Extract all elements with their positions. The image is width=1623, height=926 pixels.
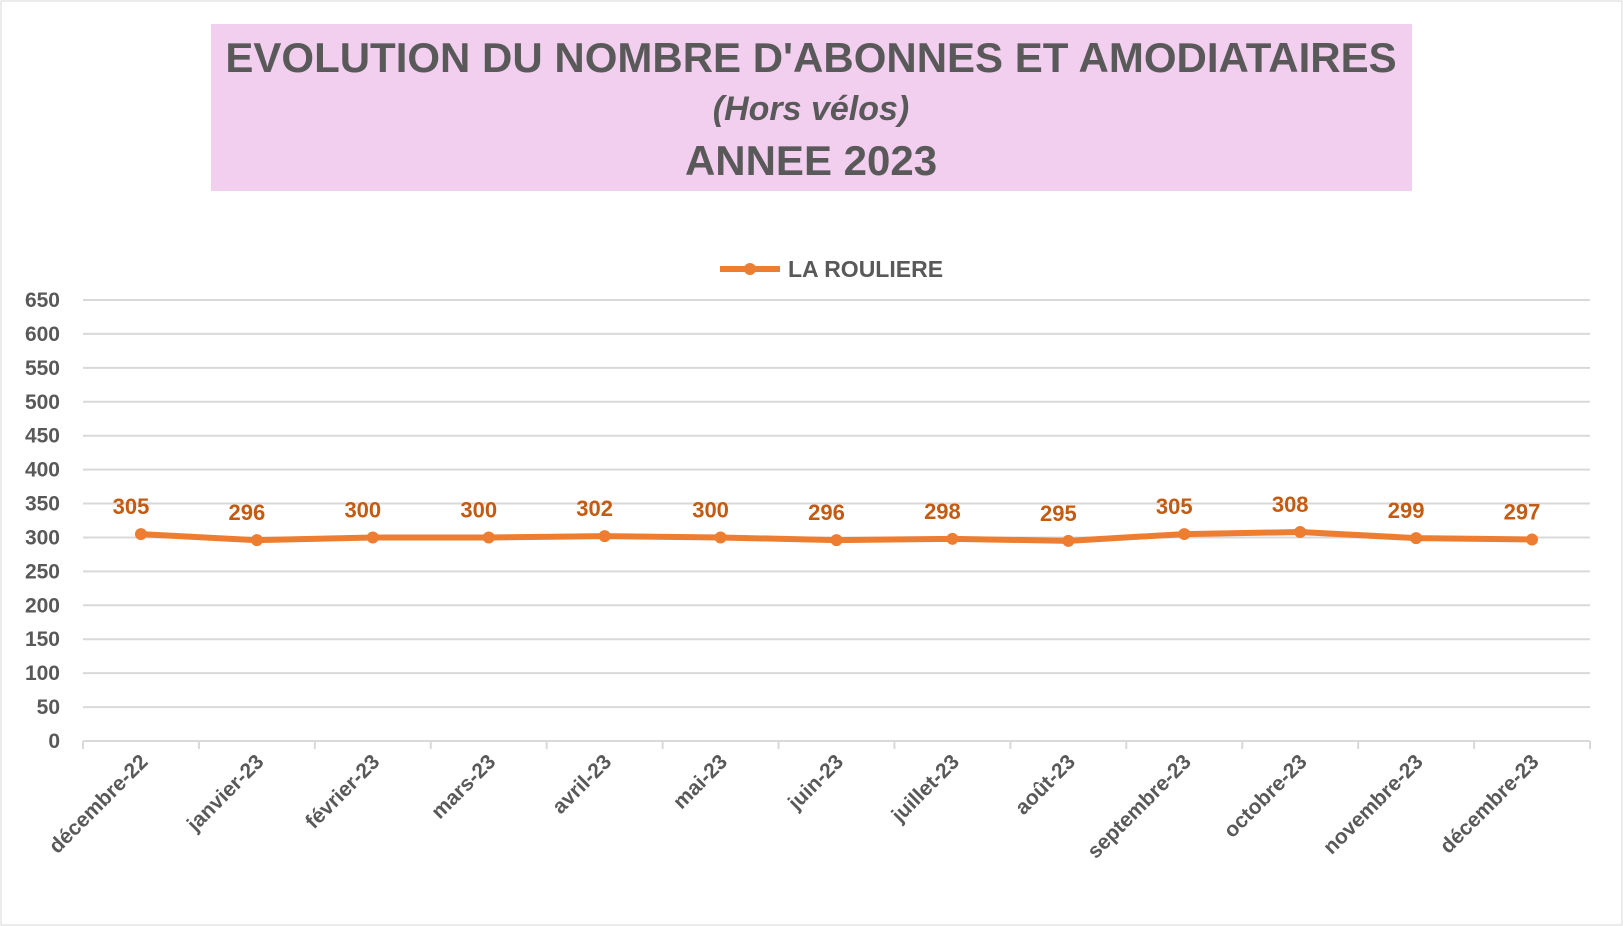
- data-label: 299: [1388, 498, 1425, 523]
- point: [946, 532, 959, 545]
- y-tick-label: 600: [25, 323, 60, 346]
- chart-subtitle: (Hors vélos): [713, 90, 910, 128]
- data-label: 295: [1040, 501, 1077, 526]
- data-label: 308: [1272, 492, 1309, 517]
- data-label: 300: [344, 497, 381, 522]
- y-tick-label: 500: [25, 391, 60, 414]
- y-tick-label: 450: [25, 425, 60, 448]
- point: [598, 530, 611, 543]
- point: [250, 534, 263, 547]
- point: [830, 534, 843, 547]
- y-tick-label: 50: [37, 696, 60, 719]
- y-tick-label: 400: [25, 459, 60, 482]
- legend-label: LA ROULIERE: [788, 256, 943, 282]
- point: [1178, 528, 1191, 541]
- y-tick-label: 650: [25, 289, 60, 312]
- title-box: [211, 24, 1412, 191]
- y-tick-label: 300: [25, 526, 60, 549]
- data-label: 298: [924, 499, 961, 524]
- y-tick-label: 200: [25, 594, 60, 617]
- data-label: 305: [1156, 494, 1193, 519]
- data-label: 297: [1504, 499, 1541, 524]
- chart-title-year: ANNEE 2023: [685, 137, 937, 184]
- legend-marker: [744, 263, 756, 275]
- data-label: 300: [692, 497, 729, 522]
- data-label: 296: [229, 500, 266, 525]
- data-label: 305: [113, 494, 150, 519]
- y-tick-label: 350: [25, 493, 60, 516]
- data-label: 302: [576, 496, 613, 521]
- point: [1410, 532, 1423, 545]
- point: [1294, 526, 1307, 539]
- point: [482, 531, 495, 544]
- y-tick-label: 250: [25, 560, 60, 583]
- point: [1062, 534, 1075, 547]
- y-tick-label: 100: [25, 662, 60, 685]
- data-label: 296: [808, 500, 845, 525]
- y-tick-label: 0: [48, 730, 60, 753]
- y-tick-label: 550: [25, 357, 60, 380]
- point: [366, 531, 379, 544]
- point: [1526, 533, 1539, 546]
- point: [714, 531, 727, 544]
- point: [134, 528, 147, 541]
- y-tick-label: 150: [25, 628, 60, 651]
- data-label: 300: [460, 497, 497, 522]
- chart-title: EVOLUTION DU NOMBRE D'ABONNES ET AMODIAT…: [225, 34, 1396, 81]
